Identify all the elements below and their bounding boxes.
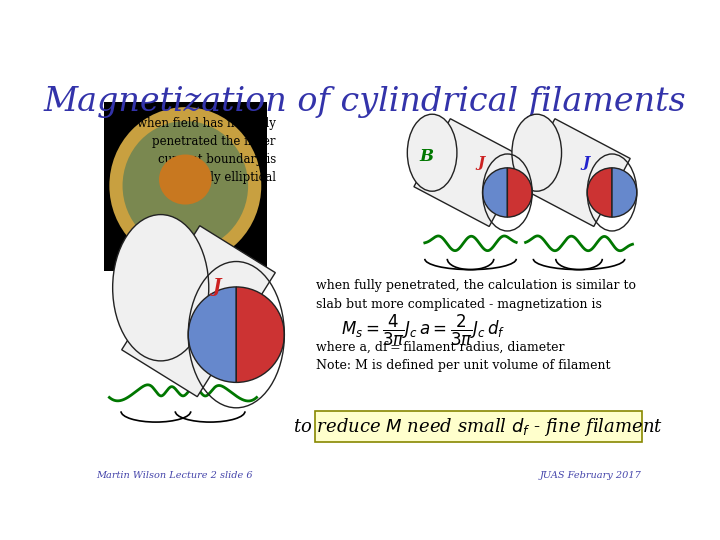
Text: J: J: [583, 156, 590, 170]
Wedge shape: [612, 168, 636, 217]
Wedge shape: [188, 287, 236, 382]
Ellipse shape: [122, 121, 248, 251]
Bar: [104, 102, 266, 271]
Text: J: J: [477, 156, 485, 170]
FancyBboxPatch shape: [315, 411, 642, 442]
Polygon shape: [122, 226, 275, 397]
Ellipse shape: [109, 107, 261, 264]
Wedge shape: [508, 168, 532, 217]
Text: when field has not fully
penetrated the inner
current boundary is
roughly ellipt: when field has not fully penetrated the …: [137, 117, 276, 184]
Text: to reduce $M$ need small $d_f$ - fine filament: to reduce $M$ need small $d_f$ - fine fi…: [293, 416, 663, 438]
Polygon shape: [414, 119, 526, 226]
Text: when fully penetrated, the calculation is similar to
slab but more complicated -: when fully penetrated, the calculation i…: [316, 279, 636, 311]
Ellipse shape: [112, 214, 209, 361]
Wedge shape: [482, 168, 508, 217]
Wedge shape: [236, 287, 284, 382]
Text: Magnetization of cylindrical filaments: Magnetization of cylindrical filaments: [44, 86, 686, 118]
Text: JUAS February 2017: JUAS February 2017: [540, 470, 642, 480]
Text: $M_s = \dfrac{4}{3\pi}J_c\,a = \dfrac{2}{3\pi}J_c\,d_f$: $M_s = \dfrac{4}{3\pi}J_c\,a = \dfrac{2}…: [341, 313, 505, 348]
Polygon shape: [518, 119, 630, 226]
Ellipse shape: [512, 114, 562, 191]
Text: B: B: [419, 148, 433, 165]
Text: Martin Wilson Lecture 2 slide 6: Martin Wilson Lecture 2 slide 6: [96, 470, 253, 480]
Ellipse shape: [408, 114, 457, 191]
Text: J: J: [212, 278, 221, 296]
Ellipse shape: [159, 154, 212, 205]
Text: where a, df = filament radius, diameter
Note: M is defined per unit volume of fi: where a, df = filament radius, diameter …: [316, 340, 611, 373]
Wedge shape: [588, 168, 612, 217]
